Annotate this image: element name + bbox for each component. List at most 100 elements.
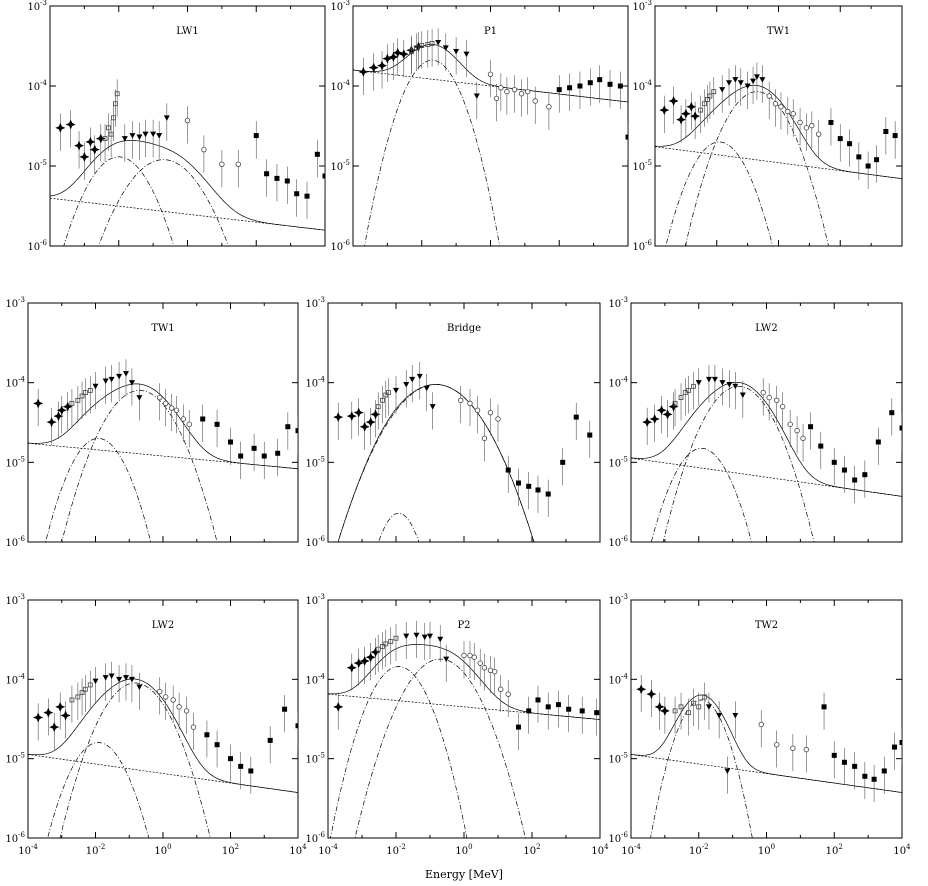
data-point	[698, 107, 704, 113]
component-curve	[330, 666, 468, 838]
data-point	[157, 394, 163, 401]
data-point	[577, 83, 583, 89]
component-curve	[45, 438, 152, 542]
data-point	[142, 131, 149, 138]
data-point	[809, 122, 815, 129]
data-point	[495, 416, 501, 422]
data-point	[759, 77, 766, 83]
data-point	[437, 636, 444, 643]
data-point	[874, 157, 880, 163]
data-point	[419, 43, 425, 48]
data-point	[136, 134, 143, 141]
total-model-curve	[631, 694, 902, 793]
data-point	[773, 741, 780, 748]
data-point	[184, 117, 191, 124]
panel-6: 10-3 10-4 10-5 10-6 LW2	[608, 296, 903, 549]
data-point	[388, 52, 399, 63]
plot-frame	[327, 599, 601, 839]
component-curve	[59, 682, 211, 838]
data-point	[526, 708, 532, 714]
x-tick-label: 10-4	[18, 843, 38, 857]
data-point	[856, 154, 862, 160]
data-point	[435, 39, 442, 46]
data-point	[102, 675, 109, 681]
data-point	[33, 398, 44, 409]
data-point	[672, 400, 678, 406]
data-point	[656, 405, 667, 416]
data-point	[772, 101, 779, 107]
data-point	[797, 119, 803, 126]
panel-4: 10-3 10-4 10-5 10-6 TW1	[5, 296, 299, 549]
data-point	[53, 411, 64, 422]
plot-frame	[27, 599, 299, 839]
panel-title: LW1	[176, 26, 198, 37]
data-point	[128, 676, 135, 683]
data-point	[409, 376, 416, 383]
x-tick-label: 102	[826, 843, 843, 857]
data-point	[156, 133, 163, 139]
data-point	[852, 763, 858, 769]
y-tick-label: 10-6	[632, 239, 652, 253]
data-point	[497, 686, 504, 692]
data-point	[87, 387, 93, 393]
data-point	[790, 111, 796, 117]
y-tick-label: 10-5	[632, 159, 652, 173]
data-point	[678, 395, 684, 400]
x-tick-label: 100	[758, 843, 775, 857]
data-point	[294, 191, 300, 197]
x-tick-label: 10-2	[689, 843, 709, 857]
data-point	[567, 85, 573, 91]
data-point	[883, 128, 889, 134]
y-tick-label: 10-6	[5, 535, 25, 549]
y-tick-label: 10-4	[305, 672, 325, 686]
y-tick-label: 10-5	[5, 455, 25, 469]
data-point	[573, 414, 579, 420]
y-tick-label: 10-6	[608, 535, 628, 549]
data-point	[168, 405, 175, 411]
data-point	[214, 421, 220, 427]
data-point	[353, 407, 364, 418]
y-tick-label: 10-3	[608, 593, 628, 607]
data-point	[116, 676, 123, 683]
data-point	[382, 53, 393, 64]
y-tick-label: 10-3	[27, 0, 47, 13]
data-point	[672, 708, 678, 714]
data-point	[136, 684, 143, 691]
y-tick-label: 10-3	[608, 296, 628, 310]
data-point	[46, 417, 57, 428]
data-point	[62, 401, 73, 412]
data-point	[74, 140, 85, 151]
data-point	[128, 380, 135, 386]
data-point	[170, 697, 176, 703]
data-point	[686, 710, 691, 716]
x-tick-label: 102	[222, 843, 239, 857]
data-point	[680, 108, 691, 119]
data-point	[690, 111, 701, 122]
panel-1: 10-3 10-4 10-5 10-6 LW1	[27, 0, 326, 253]
data-point	[719, 87, 726, 93]
data-point	[102, 136, 108, 142]
data-point	[803, 125, 810, 131]
panel-5: 10-3 10-4 10-5 10-6 Bridge	[305, 296, 601, 549]
data-point	[49, 722, 60, 733]
data-point	[204, 732, 210, 738]
data-point	[546, 104, 552, 110]
data-point	[87, 682, 93, 688]
data-point	[744, 83, 751, 89]
data-point	[695, 380, 702, 386]
data-point	[365, 652, 376, 663]
data-point	[821, 704, 827, 710]
data-point	[228, 439, 233, 445]
data-point	[295, 428, 298, 434]
data-point	[702, 101, 707, 107]
data-point	[711, 376, 718, 383]
data-point	[414, 45, 419, 51]
data-point	[477, 660, 483, 666]
data-point	[409, 49, 414, 54]
data-point	[646, 689, 657, 700]
data-point	[79, 151, 90, 162]
total-model-curve	[655, 84, 902, 180]
data-point	[190, 724, 197, 730]
total-model-curve	[28, 383, 298, 470]
